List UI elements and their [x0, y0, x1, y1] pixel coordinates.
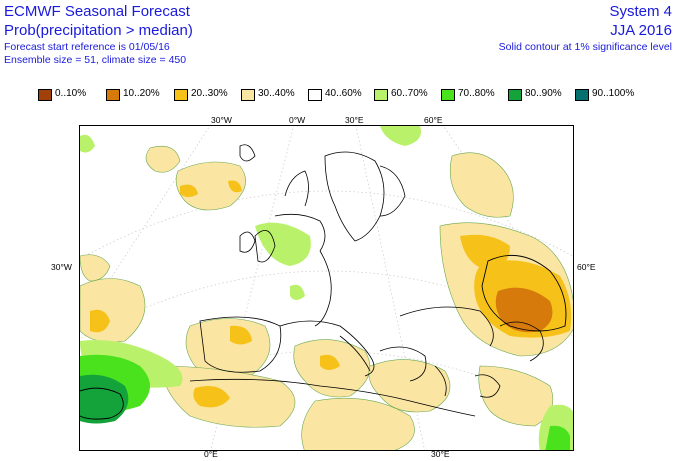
lon-label-top-60e: 60°E [424, 115, 443, 125]
lon-label-left-30w: 30°W [51, 262, 72, 272]
lon-label-top-30w: 30°W [211, 115, 232, 125]
significance-note: Solid contour at 1% significance level [498, 41, 672, 53]
legend-swatch [106, 89, 120, 101]
probability-map [79, 125, 574, 451]
legend-swatch [174, 89, 188, 101]
legend-swatch [374, 89, 388, 101]
prob-10-20-areas [495, 287, 553, 333]
legend-swatch [308, 89, 322, 101]
prob-80-90-areas [80, 374, 129, 424]
lon-label-right-60e: 60°E [577, 262, 596, 272]
significance-contours [80, 254, 567, 420]
system-label: System 4 [609, 3, 672, 20]
legend-swatch [441, 89, 455, 101]
legend-label: 60..70% [391, 88, 428, 99]
coastlines [189, 144, 544, 417]
legend-label: 70..80% [458, 88, 495, 99]
legend-swatch [38, 89, 52, 101]
legend-label: 80..90% [525, 88, 562, 99]
legend-label: 90..100% [592, 88, 635, 99]
ensemble-size-text: Ensemble size = 51, climate size = 450 [4, 54, 187, 66]
legend-label: 10..20% [123, 88, 160, 99]
lon-label-top-30e: 30°E [345, 115, 364, 125]
legend-label: 30..40% [258, 88, 295, 99]
legend-swatch [575, 89, 589, 101]
legend-label: 20..30% [191, 88, 228, 99]
forecast-start-text: Forecast start reference is 01/05/16 [4, 41, 170, 53]
period-label: JJA 2016 [610, 22, 672, 39]
lon-label-top-0: 0°W [289, 115, 306, 125]
lon-label-bottom-0: 0°E [204, 449, 218, 459]
lon-label-bottom-30e: 30°E [431, 449, 450, 459]
legend-label: 0..10% [55, 88, 87, 99]
chart-title: ECMWF Seasonal Forecast [4, 3, 190, 20]
legend-swatch [241, 89, 255, 101]
legend-label: 40..60% [325, 88, 362, 99]
legend-swatch [508, 89, 522, 101]
chart-subtitle: Prob(precipitation > median) [4, 22, 193, 39]
